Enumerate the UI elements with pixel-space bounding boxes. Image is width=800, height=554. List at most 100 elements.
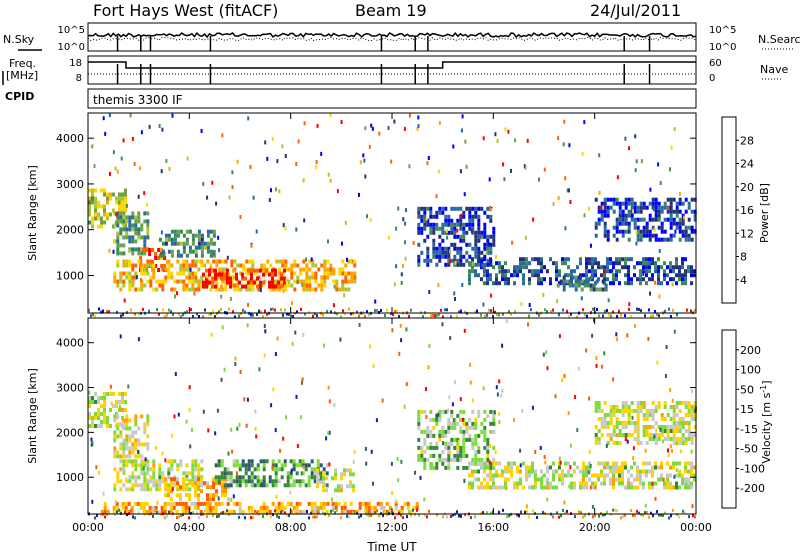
data-cell — [264, 309, 266, 313]
data-cell — [328, 462, 331, 467]
data-cell — [392, 313, 394, 316]
data-cell — [474, 246, 478, 251]
data-cell — [684, 233, 688, 238]
data-cell — [137, 251, 141, 256]
data-cell — [582, 470, 585, 475]
data-cell — [483, 425, 487, 430]
data-cell — [232, 501, 236, 506]
data-cell — [615, 465, 618, 470]
data-cell — [294, 330, 297, 335]
data-cell — [125, 227, 129, 232]
data-cell — [651, 409, 655, 413]
data-cell — [663, 437, 667, 441]
data-cell — [110, 401, 113, 406]
data-cell — [122, 426, 126, 431]
data-cell — [615, 221, 619, 226]
nave-label: Nave — [760, 63, 788, 76]
data-cell — [694, 515, 696, 519]
data-cell — [191, 249, 195, 254]
data-cell — [585, 261, 588, 266]
data-cell — [205, 280, 208, 285]
data-cell — [678, 197, 682, 202]
data-cell — [174, 294, 176, 299]
data-cell — [693, 433, 697, 437]
data-cell — [352, 459, 355, 464]
data-cell — [435, 194, 438, 199]
data-cell — [88, 208, 91, 213]
data-cell — [606, 261, 609, 266]
data-cell — [100, 204, 103, 209]
data-cell — [567, 411, 570, 416]
data-cell — [256, 284, 259, 289]
data-cell — [615, 237, 619, 242]
data-cell — [160, 509, 164, 514]
data-cell — [207, 428, 210, 433]
data-cell — [364, 126, 367, 131]
data-cell — [346, 468, 349, 473]
y-tick-label: 4000 — [56, 132, 84, 145]
data-cell — [256, 268, 259, 273]
data-cell — [488, 308, 490, 312]
data-cell — [143, 211, 147, 216]
nave-tick-high: 60 — [709, 58, 722, 69]
data-cell — [302, 287, 306, 292]
data-cell — [621, 209, 625, 214]
data-cell — [690, 481, 693, 486]
data-cell — [477, 250, 481, 255]
data-cell — [400, 272, 403, 277]
data-cell — [600, 213, 604, 218]
data-cell — [450, 230, 454, 235]
data-cell — [298, 509, 302, 514]
data-cell — [394, 501, 398, 506]
data-cell — [435, 417, 439, 422]
data-cell — [179, 263, 183, 268]
data-cell — [302, 465, 305, 470]
data-cell — [97, 396, 100, 400]
data-cell — [618, 209, 622, 214]
data-cell — [235, 501, 239, 506]
data-cell — [179, 463, 183, 468]
data-cell — [684, 229, 688, 234]
data-cell — [289, 471, 293, 476]
data-cell — [327, 385, 330, 390]
data-cell — [400, 505, 404, 510]
data-cell — [229, 483, 233, 488]
data-cell — [686, 308, 688, 312]
data-cell — [528, 465, 531, 470]
data-cell — [624, 213, 628, 218]
data-cell — [645, 281, 648, 286]
data-cell — [474, 242, 478, 247]
data-cell — [209, 287, 213, 292]
data-cell — [651, 469, 654, 474]
data-cell — [507, 277, 510, 282]
data-cell — [165, 159, 168, 163]
data-cell — [295, 471, 299, 476]
data-cell — [681, 229, 685, 234]
data-cell — [597, 277, 600, 282]
data-cell — [609, 257, 612, 262]
data-cell — [189, 444, 192, 449]
data-cell — [627, 257, 630, 262]
data-cell — [185, 283, 189, 288]
data-cell — [471, 269, 474, 274]
data-cell — [200, 489, 203, 494]
data-cell — [323, 279, 327, 284]
data-cell — [459, 246, 463, 251]
data-cell — [603, 481, 606, 486]
data-cell — [272, 387, 275, 392]
data-cell — [261, 482, 263, 487]
data-cell — [198, 315, 200, 318]
data-cell — [438, 429, 442, 434]
data-cell — [657, 162, 660, 167]
colorbar-tick-label: 50 — [740, 383, 754, 396]
data-cell — [429, 441, 433, 446]
data-cell — [470, 516, 472, 520]
data-cell — [394, 309, 396, 313]
data-cell — [498, 420, 501, 424]
data-cell — [173, 459, 177, 464]
data-cell — [305, 257, 308, 262]
data-cell — [660, 229, 664, 234]
data-cell — [432, 230, 436, 235]
data-cell — [691, 389, 694, 393]
data-cell — [534, 449, 537, 454]
